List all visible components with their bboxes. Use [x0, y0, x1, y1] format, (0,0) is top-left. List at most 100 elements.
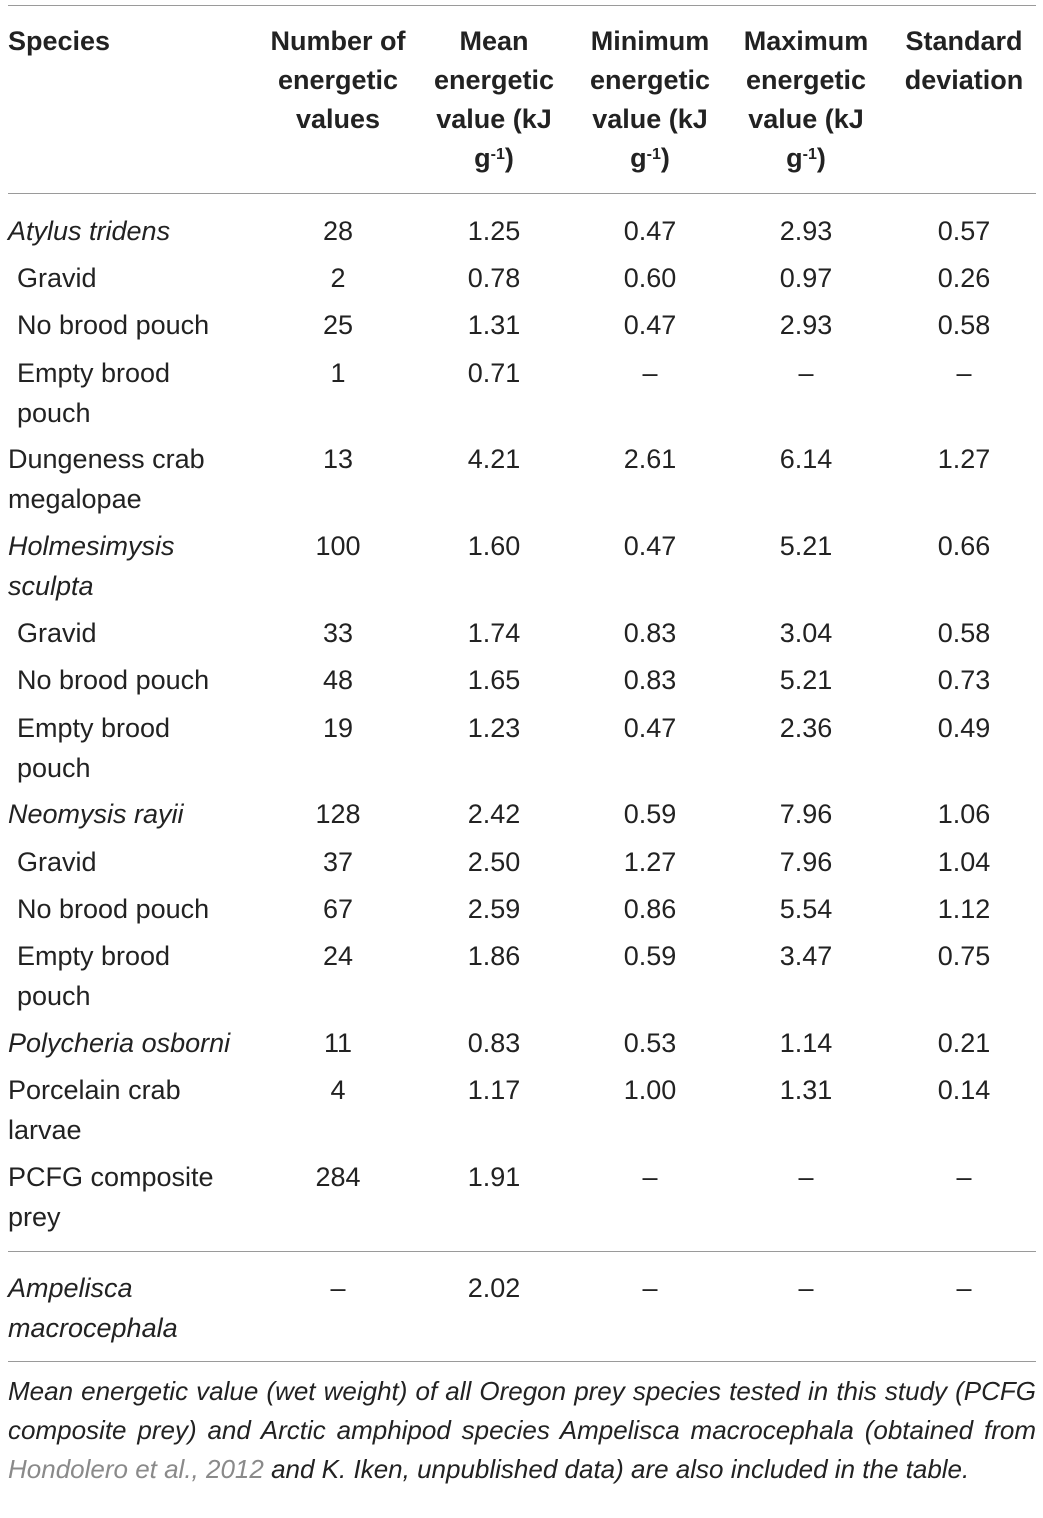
cell-mean: 0.78 [467, 263, 521, 293]
row-label: No brood pouch [17, 894, 210, 924]
table-footnote: Mean energetic value (wet weight) of all… [8, 1376, 1036, 1484]
row-label: Empty brood pouch [17, 713, 171, 783]
cell-number: 28 [322, 216, 354, 246]
cell-number: 67 [322, 894, 354, 924]
cell-max: 2.36 [779, 713, 833, 743]
cell-min: – [642, 1273, 658, 1303]
cell-number: 33 [322, 618, 354, 648]
cell-sd: 0.73 [937, 665, 991, 695]
citation-link[interactable]: Hondolero et al., 2012 [8, 1454, 264, 1484]
row-label: Gravid [17, 618, 97, 648]
row-label: Polycheria osborni [8, 1028, 231, 1058]
cell-max: 5.21 [779, 665, 833, 695]
row-label: Neomysis rayii [8, 799, 184, 829]
cell-sd: – [956, 1162, 972, 1192]
cell-mean: 1.60 [467, 531, 521, 561]
header-sd: Standard deviation [904, 26, 1024, 95]
row-label: Empty brood pouch [17, 941, 171, 1011]
cell-min: – [642, 358, 658, 388]
cell-sd: 0.21 [937, 1028, 991, 1058]
cell-number: 1 [330, 358, 346, 388]
cell-min: 0.47 [623, 713, 677, 743]
cell-min: 2.61 [623, 444, 677, 474]
cell-min: – [642, 1162, 658, 1192]
cell-sd: 0.49 [937, 713, 991, 743]
cell-mean: 2.42 [467, 799, 521, 829]
cell-max: 7.96 [779, 847, 833, 877]
header-species: Species [8, 26, 111, 56]
cell-number: 37 [322, 847, 354, 877]
row-label: Atylus tridens [8, 216, 171, 246]
row-label: Porcelain crab larvae [8, 1075, 181, 1145]
row-label: Ampelisca macrocephala [8, 1273, 178, 1343]
cell-max: – [798, 1162, 814, 1192]
cell-number: 24 [322, 941, 354, 971]
cell-min: 0.60 [623, 263, 677, 293]
cell-number: 25 [322, 310, 354, 340]
cell-mean: 1.91 [467, 1162, 521, 1192]
cell-max: 3.47 [779, 941, 833, 971]
cell-max: 5.21 [779, 531, 833, 561]
row-label: Empty brood pouch [17, 358, 171, 428]
cell-max: 7.96 [779, 799, 833, 829]
cell-min: 0.59 [623, 941, 677, 971]
header-mean: Mean energetic value (kJ g-1) [433, 26, 555, 173]
cell-max: 2.93 [779, 216, 833, 246]
cell-sd: 0.14 [937, 1075, 991, 1105]
cell-sd: 0.26 [937, 263, 991, 293]
row-label: Gravid [17, 263, 97, 293]
cell-sd: – [956, 358, 972, 388]
cell-mean: 1.23 [467, 713, 521, 743]
section-rule [8, 1251, 1036, 1252]
cell-min: 0.47 [623, 310, 677, 340]
cell-mean: 2.50 [467, 847, 521, 877]
cell-sd: 0.57 [937, 216, 991, 246]
cell-number: – [330, 1273, 346, 1303]
cell-number: 2 [330, 263, 346, 293]
cell-max: 1.31 [779, 1075, 833, 1105]
cell-sd: 1.27 [937, 444, 991, 474]
table-bottom-rule [8, 1361, 1036, 1362]
cell-number: 48 [322, 665, 354, 695]
table-top-rule [8, 5, 1036, 6]
cell-min: 0.86 [623, 894, 677, 924]
cell-min: 1.00 [623, 1075, 677, 1105]
cell-max: 1.14 [779, 1028, 833, 1058]
cell-max: – [798, 358, 814, 388]
cell-number: 100 [315, 531, 361, 561]
cell-min: 0.47 [623, 216, 677, 246]
cell-sd: 0.58 [937, 618, 991, 648]
cell-max: 3.04 [779, 618, 833, 648]
header-number: Number of energetic values [270, 26, 406, 134]
cell-min: 0.53 [623, 1028, 677, 1058]
cell-max: 2.93 [779, 310, 833, 340]
cell-mean: 0.71 [467, 358, 521, 388]
cell-sd: 0.58 [937, 310, 991, 340]
cell-number: 284 [315, 1162, 361, 1192]
cell-min: 0.83 [623, 665, 677, 695]
cell-mean: 1.17 [467, 1075, 521, 1105]
cell-mean: 1.65 [467, 665, 521, 695]
cell-mean: 1.74 [467, 618, 521, 648]
header-rule [8, 193, 1036, 194]
cell-number: 128 [315, 799, 361, 829]
cell-sd: 1.06 [937, 799, 991, 829]
cell-mean: 1.86 [467, 941, 521, 971]
cell-sd: 1.12 [937, 894, 991, 924]
header-min: Minimum energetic value (kJ g-1) [589, 26, 711, 173]
cell-max: 0.97 [779, 263, 833, 293]
cell-sd: 1.04 [937, 847, 991, 877]
row-label: PCFG composite prey [8, 1162, 214, 1232]
cell-mean: 0.83 [467, 1028, 521, 1058]
cell-max: – [798, 1273, 814, 1303]
cell-mean: 2.02 [467, 1273, 521, 1303]
cell-sd: 0.66 [937, 531, 991, 561]
row-label: Holmesimysis sculpta [8, 531, 175, 601]
cell-mean: 1.31 [467, 310, 521, 340]
cell-number: 19 [322, 713, 354, 743]
cell-mean: 2.59 [467, 894, 521, 924]
cell-number: 13 [322, 444, 354, 474]
cell-sd: 0.75 [937, 941, 991, 971]
cell-min: 0.83 [623, 618, 677, 648]
row-label: Dungeness crab megalopae [8, 444, 205, 514]
